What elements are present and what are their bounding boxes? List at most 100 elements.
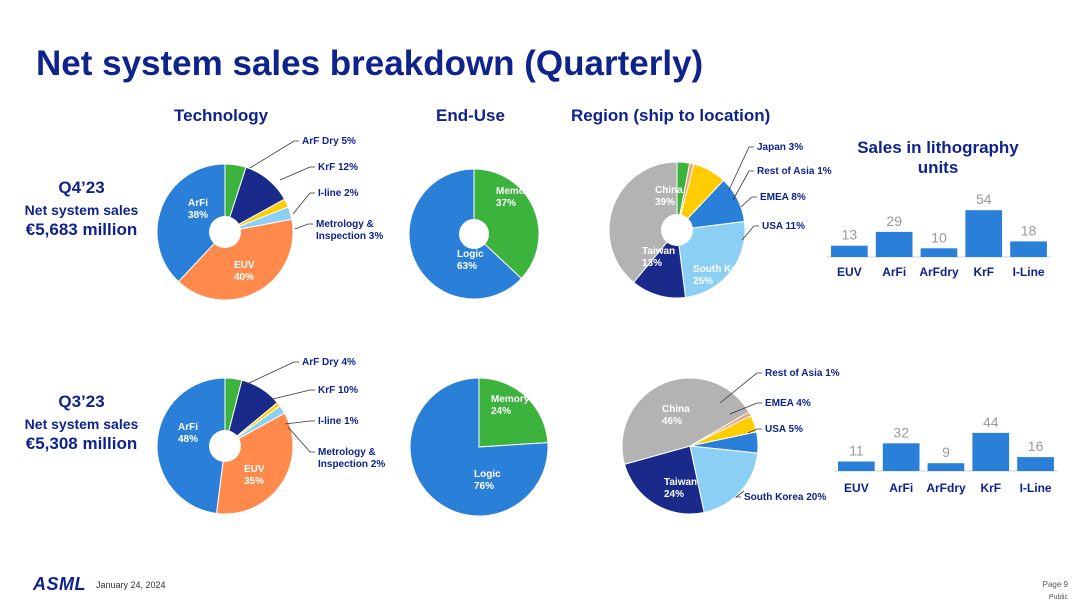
q4-enduse-pie: Memory 37% Logic 63% <box>408 168 540 300</box>
q3-units-bar-i-line <box>1017 457 1054 471</box>
q4-enduse-donut-hole <box>459 219 489 249</box>
q3-units-value-krf: 44 <box>983 414 999 430</box>
q3-units-value-arfdry: 9 <box>942 444 950 460</box>
q3-technology-label-krf: KrF 10% <box>318 385 358 396</box>
q4-units-bar-i-line <box>1010 241 1047 257</box>
q4-technology-label-metrology-inspection: Metrology & Inspection 3% <box>316 219 383 242</box>
q4-region-leader-rest-of-asia <box>732 170 754 201</box>
q3-units-bar-arfi <box>882 443 920 471</box>
q3-net-sales-label: Net system sales <box>24 416 139 432</box>
q4-technology-label-arfi: ArFi 38% <box>188 198 208 221</box>
q3-units-bar-euv <box>838 461 875 471</box>
q4-units-bar-chart: 13 EUV 29 ArFi 10 ArFdry 54 KrF 18 I-Line <box>827 191 1051 279</box>
q4-technology-label-euv: EUV 40% <box>234 260 255 283</box>
q4-technology-leader-metrology-inspection <box>294 223 313 230</box>
q3-region-leader-rest-of-asia <box>719 372 762 404</box>
q3-units-bar-chart: 11 EUV 32 ArFi 9 ArFdry 44 KrF 16 I-Line <box>834 414 1058 495</box>
q3-units-value-i-line: 16 <box>1028 438 1044 454</box>
q3-region-label-china: China 46% <box>662 404 690 427</box>
q3-technology-pie: ArF Dry 4% KrF 10% I-line 1% Metrology & Ins… <box>156 357 385 515</box>
q3-region-label-usa: USA 5% <box>765 424 803 435</box>
q3-enduse-slice-memory <box>478 377 549 448</box>
q4-technology-leader-arf-dry <box>249 140 299 169</box>
q4-units-bar-krf <box>965 210 1003 257</box>
q3-technology-slice-arfi <box>156 377 226 515</box>
q3-region-label-emea: EMEA 4% <box>765 398 811 409</box>
footer-classification: Public <box>1048 594 1068 601</box>
column-heading-enduse: End-Use <box>436 106 505 125</box>
q4-net-sales-label: Net system sales <box>24 202 139 218</box>
q4-units-category-i-line: I-Line <box>1013 265 1045 279</box>
q4-technology-donut-hole <box>209 216 241 248</box>
q4-units-value-arfi: 29 <box>886 213 902 229</box>
q3-units-category-euv: EUV <box>844 481 869 495</box>
q4-region-slice-taiwan <box>632 228 687 299</box>
q4-enduse-slice-memory <box>473 168 540 280</box>
q3-units-category-i-line: I-Line <box>1020 481 1052 495</box>
q4-units-bar-arfdry <box>920 248 958 257</box>
q3-region-label-rest-of-asia: Rest of Asia 1% <box>765 368 840 379</box>
q4-net-sales-value: €5,683 million <box>25 220 138 239</box>
q4-technology-slice-euv <box>177 218 294 301</box>
footer-page-number: Page 9 <box>1042 580 1068 589</box>
q3-technology-leader-i-line <box>284 420 315 425</box>
q4-enduse-label-logic: Logic 63% <box>457 249 484 272</box>
q3-region-label-south-korea: South Korea 20% <box>744 492 826 503</box>
q3-technology-label-i-line: I-line 1% <box>318 416 359 427</box>
q3-technology-leader-arf-dry <box>246 361 299 385</box>
q4-units-bar-arfi <box>875 231 913 257</box>
q3-region-leader-usa <box>747 428 762 434</box>
q4-technology-leader-i-line <box>292 192 315 215</box>
q3-region-label-taiwan: Taiwan 24% <box>664 477 697 500</box>
q3-summary: Q3’23 Net system sales €5,308 million <box>14 392 149 454</box>
q3-enduse-pie: Memory 24% Logic 76% <box>409 377 549 517</box>
q3-net-sales-value: €5,308 million <box>25 434 138 453</box>
q3-region-slice-south-korea <box>689 445 759 514</box>
bar-chart-title: Sales in lithography units <box>857 138 1019 177</box>
q3-region-pie: Rest of Asia 1% EMEA 4% USA 5% South Korea … <box>621 368 840 515</box>
q3-enduse-label-memory: Memory 24% <box>491 394 530 417</box>
q4-region-label-emea: EMEA 8% <box>760 192 806 203</box>
q3-technology-label-euv: EUV 35% <box>244 464 265 487</box>
q4-region-slice-south-korea <box>676 220 746 299</box>
q3-units-category-krf: KrF <box>980 481 1001 495</box>
q3-units-category-arfi: ArFi <box>889 481 913 495</box>
q4-technology-label-i-line: I-line 2% <box>318 188 359 199</box>
q4-units-bar-euv <box>831 245 868 257</box>
footer-date: January 24, 2024 <box>96 580 166 590</box>
q4-region-leader-emea <box>740 196 757 208</box>
page-title: Net system sales breakdown (Quarterly) <box>36 44 704 83</box>
q4-quarter-label: Q4’23 <box>58 178 105 197</box>
asml-logo: ASML <box>33 574 86 594</box>
q4-units-value-arfdry: 10 <box>931 229 947 245</box>
q4-units-category-krf: KrF <box>973 265 994 279</box>
q3-units-bar-arfdry <box>927 463 965 471</box>
q4-region-pie: Japan 3% Rest of Asia 1% EMEA 8% USA 11% Sou… <box>608 142 832 299</box>
q3-technology-label-metrology-inspection: Metrology & Inspection 2% <box>318 447 385 470</box>
q4-region-label-usa: USA 11% <box>762 221 805 232</box>
q4-region-label-japan: Japan 3% <box>757 142 803 153</box>
q4-units-value-euv: 13 <box>842 227 858 243</box>
q3-technology-slice-euv <box>215 412 294 515</box>
q4-units-category-arfi: ArFi <box>882 265 906 279</box>
q4-region-leader-usa <box>741 225 759 241</box>
q4-region-donut-hole <box>661 214 693 246</box>
column-heading-region: Region (ship to location) <box>571 106 771 125</box>
q3-technology-label-arf-dry: ArF Dry 4% <box>302 357 356 368</box>
q3-enduse-slice-logic <box>409 377 549 517</box>
q4-units-value-i-line: 18 <box>1021 222 1037 238</box>
q3-region-slice-china <box>621 377 750 465</box>
q4-technology-label-krf: KrF 12% <box>318 162 358 173</box>
q4-units-category-arfdry: ArFdry <box>919 265 959 279</box>
q3-region-leader-emea <box>729 402 762 415</box>
q4-technology-slice-arfi <box>156 163 226 283</box>
q3-technology-leader-krf <box>272 389 315 400</box>
q4-region-leader-japan <box>728 146 754 191</box>
q3-technology-label-arfi: ArFi 48% <box>178 422 198 445</box>
q4-technology-leader-krf <box>279 166 315 181</box>
column-heading-technology: Technology <box>174 106 269 125</box>
q3-technology-leader-metrology-inspection <box>287 426 315 453</box>
q4-technology-pie: ArF Dry 5% KrF 12% I-line 2% Metrology & Ins… <box>156 136 383 301</box>
q3-quarter-label: Q3’23 <box>58 392 105 411</box>
